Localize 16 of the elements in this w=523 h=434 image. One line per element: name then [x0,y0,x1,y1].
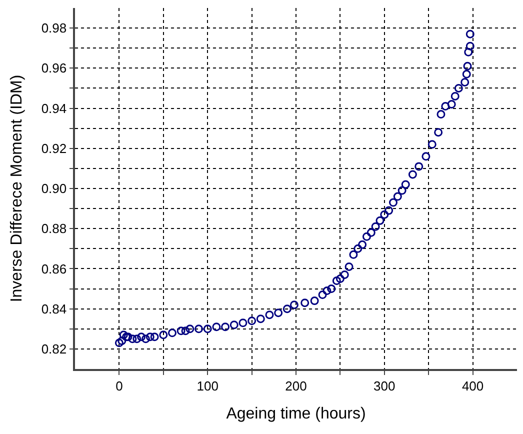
y-axis-title: Inverse Differece Moment (IDM) [8,74,26,302]
y-tick-label: 0.86 [41,261,67,276]
y-tick-label: 0.96 [41,60,67,76]
x-tick-label: 200 [285,378,307,394]
y-tick-label: 0.92 [41,140,67,156]
x-tick-label: 100 [196,378,218,394]
y-tick-label: 0.88 [41,221,67,236]
y-tick-label: 0.98 [41,20,67,36]
y-tick-label: 0.82 [41,341,67,356]
x-tick-label: 300 [374,378,396,394]
x-tick-label: 400 [462,378,484,394]
x-axis-title: Ageing time (hours) [226,406,366,423]
y-tick-label: 0.94 [41,100,67,116]
x-tick-label: 0 [116,378,123,394]
y-tick-label: 0.90 [41,181,67,196]
y-tick-label: 0.84 [41,301,67,316]
